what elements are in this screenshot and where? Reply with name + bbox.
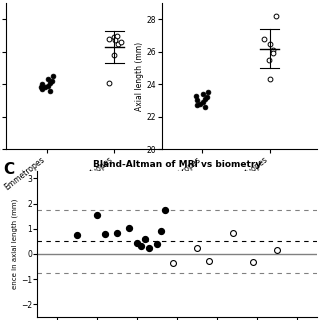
Point [95,212,100,218]
Point [274,248,279,253]
Point [75,233,80,238]
Point [195,98,200,103]
Point [46,83,51,88]
Point [250,260,255,265]
Point [201,100,206,105]
Title: Bland-Altman of MRI vs biometry: Bland-Altman of MRI vs biometry [93,160,261,169]
Point [127,225,132,230]
Point [106,36,111,41]
Point [112,38,117,43]
Text: C: C [3,162,14,177]
Point [115,230,120,235]
Y-axis label: Axial length (mm): Axial length (mm) [135,42,144,111]
Point [155,241,160,246]
Point [135,240,140,245]
Point [274,14,279,19]
Point [38,85,44,90]
Point [194,93,199,98]
Point [268,77,273,82]
Point [201,92,206,97]
Point [106,80,111,85]
Point [49,78,54,84]
Point [40,86,45,92]
Point [112,52,117,58]
Point [139,244,144,249]
Point [40,82,45,87]
Point [43,85,48,90]
Point [206,90,211,95]
Point [206,259,212,264]
Point [171,260,176,265]
Point [103,231,108,236]
Point [261,36,267,41]
Point [198,101,203,106]
Point [266,57,271,62]
Point [267,41,272,46]
Point [47,80,52,85]
Point [159,229,164,234]
Point [204,95,210,100]
Point [47,88,52,93]
Point [111,35,116,40]
Point [147,245,152,250]
Point [116,41,121,46]
Point [46,77,51,82]
Point [202,104,207,109]
Point [163,207,168,212]
Point [143,236,148,241]
Point [203,96,208,101]
Point [195,246,200,251]
Point [115,33,120,38]
Point [51,74,56,79]
Point [271,48,276,53]
Point [195,103,200,108]
Point [270,51,275,56]
Y-axis label: ence in axial length (mm): ence in axial length (mm) [12,199,18,289]
Point [118,40,124,45]
Point [230,230,236,235]
